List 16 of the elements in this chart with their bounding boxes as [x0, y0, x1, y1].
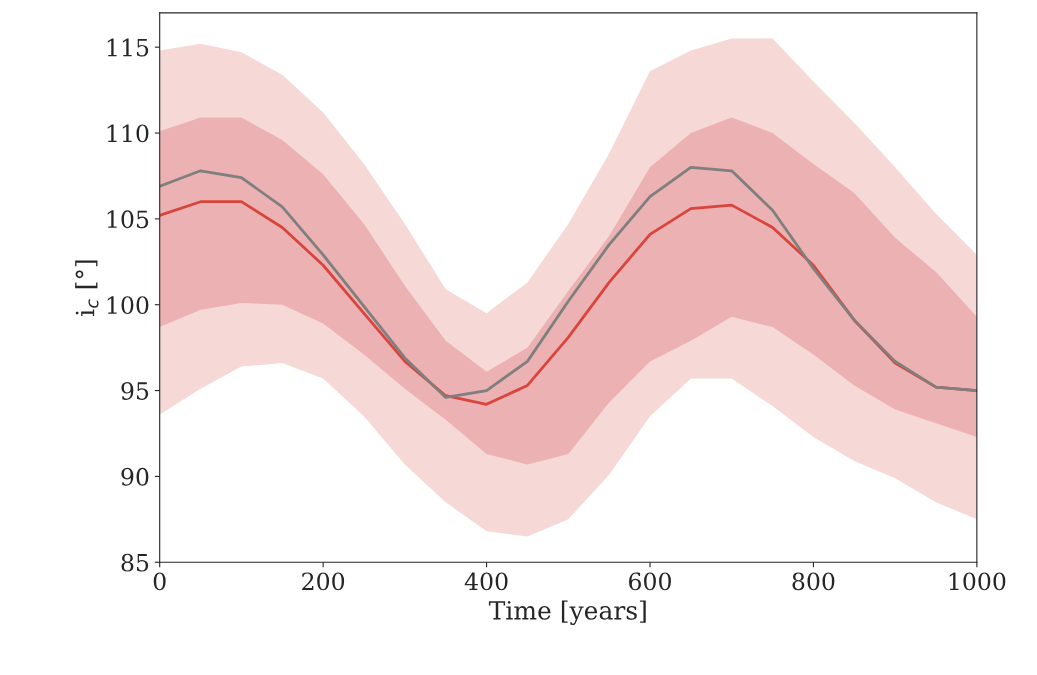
- x-tick-label: 800: [792, 572, 835, 591]
- x-axis-title: Time [years]: [488, 600, 646, 625]
- x-tick-label: 0: [153, 572, 166, 591]
- y-tick-label: 90: [121, 467, 149, 486]
- x-tick-label: 400: [464, 572, 508, 591]
- line-series: [159, 165, 977, 399]
- y-tick-label: 85: [121, 553, 149, 572]
- x-tick-label: 200: [302, 572, 345, 591]
- x-tick-label: 600: [629, 572, 671, 591]
- y-tick-label: 95: [121, 382, 149, 400]
- y-tick-label: 115: [107, 38, 149, 57]
- x-tick-label: 1000: [949, 572, 1006, 591]
- y-axis-title: i$_{c}$ [°]: [75, 260, 99, 316]
- y-tick-label: 110: [107, 124, 149, 143]
- y-tick-label: 105: [107, 210, 149, 229]
- y-tick-label: 100: [107, 296, 149, 315]
